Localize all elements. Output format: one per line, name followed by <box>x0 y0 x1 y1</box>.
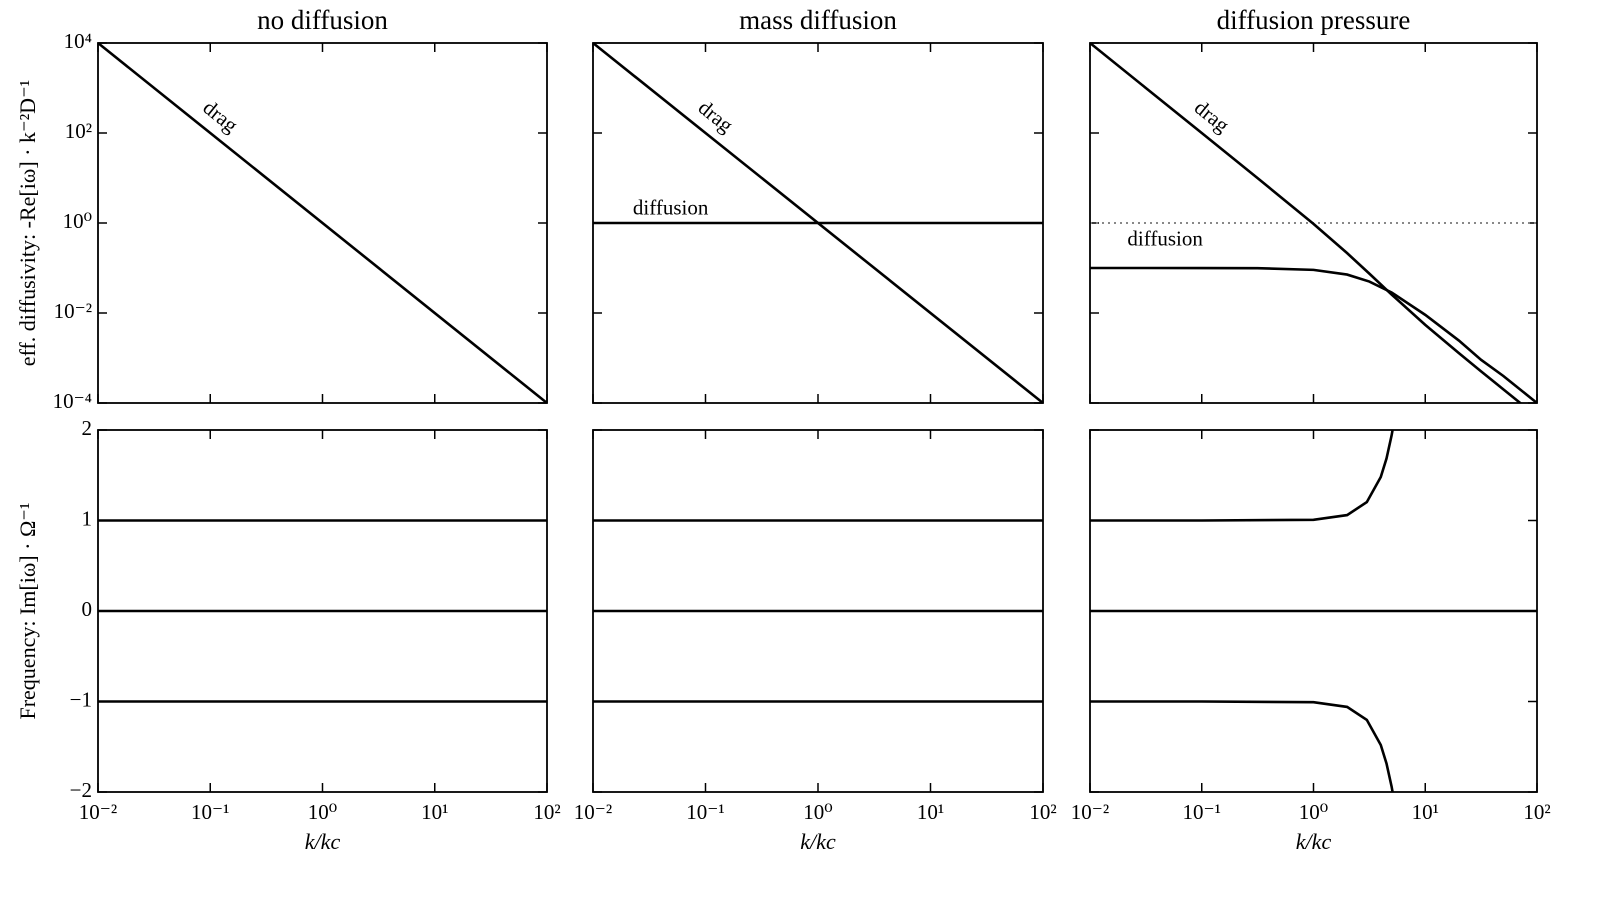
y-tick-label: 1 <box>82 506 93 530</box>
annotation: diffusion <box>1127 227 1203 251</box>
annotation: drag <box>694 95 738 137</box>
axes-frame <box>97 42 548 404</box>
plot-area <box>593 519 1043 703</box>
x-tick-label: 10⁰ <box>308 800 337 824</box>
x-axis-label: k/kc <box>800 829 836 854</box>
axes-frame <box>1089 429 1538 793</box>
x-tick-label: 10⁻² <box>79 800 117 824</box>
y-tick-label: 0 <box>82 597 93 621</box>
x-axis-label: k/kc <box>1296 829 1332 854</box>
axes-frame <box>1089 42 1538 404</box>
x-axis-label: k/kc <box>305 829 341 854</box>
y-tick-label: 10⁰ <box>63 209 92 233</box>
subplot-title: no diffusion <box>257 5 388 35</box>
plot-area <box>593 43 1043 403</box>
axes-frame <box>97 429 548 793</box>
x-tick-label: 10¹ <box>1412 800 1439 824</box>
y-tick-label: −2 <box>70 778 92 802</box>
y-tick-label: 10⁻² <box>54 299 92 323</box>
line-series <box>1090 266 1537 403</box>
y-axis-label: Frequency: Im[iω] · Ω⁻¹ <box>15 502 40 719</box>
x-tick-label: 10⁻² <box>1071 800 1109 824</box>
axes-frame <box>592 429 1044 793</box>
x-tick-label: 10⁻¹ <box>1183 800 1221 824</box>
x-tick-label: 10⁻¹ <box>191 800 229 824</box>
x-tick-label: 10⁰ <box>803 800 832 824</box>
y-axis-label: eff. diffusivity: -Re[iω] · k⁻²D⁻¹ <box>15 80 40 367</box>
x-tick-label: 10² <box>1523 800 1550 824</box>
y-tick-label: 10² <box>65 119 92 143</box>
x-tick-label: 10⁰ <box>1299 800 1328 824</box>
x-tick-label: 10⁻¹ <box>686 800 724 824</box>
plot-area <box>1090 430 1537 792</box>
y-tick-label: 10⁴ <box>64 29 92 53</box>
x-tick-label: 10² <box>1029 800 1056 824</box>
line-series <box>1090 700 1394 792</box>
subplot-title: mass diffusion <box>739 5 897 35</box>
annotation: drag <box>198 95 242 137</box>
plot-area <box>1090 43 1537 403</box>
subplot-title: diffusion pressure <box>1217 5 1411 35</box>
plot-area <box>98 519 547 703</box>
x-tick-label: 10¹ <box>421 800 448 824</box>
line-series <box>1090 430 1394 522</box>
line-series <box>1090 43 1523 403</box>
annotation: diffusion <box>633 195 709 219</box>
annotation: drag <box>1190 95 1234 137</box>
plot-area <box>98 43 547 403</box>
y-tick-label: 10⁻⁴ <box>53 389 92 413</box>
x-tick-label: 10⁻² <box>574 800 612 824</box>
x-tick-label: 10² <box>533 800 560 824</box>
line-series <box>98 43 547 403</box>
x-tick-label: 10¹ <box>917 800 944 824</box>
axes-frame <box>592 42 1044 404</box>
y-tick-label: −1 <box>70 687 92 711</box>
y-tick-label: 2 <box>82 416 93 440</box>
